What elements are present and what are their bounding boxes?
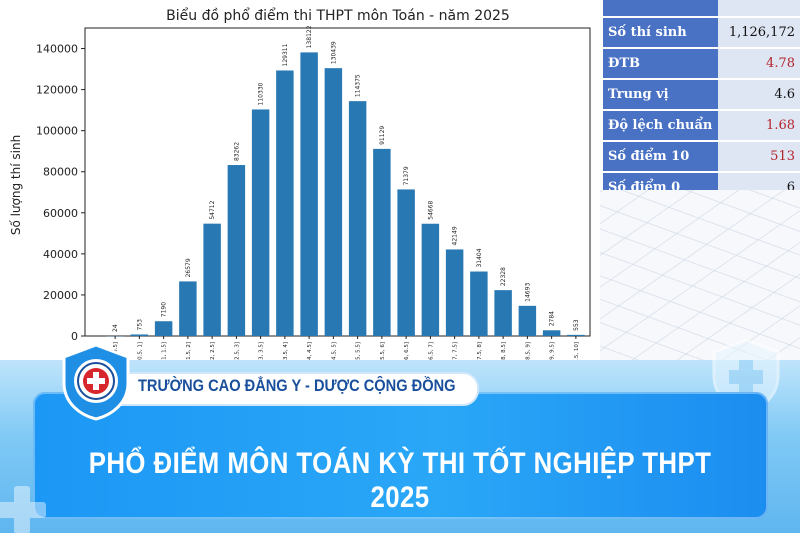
y-tick-label: 60000 bbox=[43, 207, 78, 220]
stats-value: 4.6 bbox=[718, 79, 800, 110]
stats-label: Số điểm 10 bbox=[603, 141, 718, 172]
bar bbox=[519, 306, 536, 336]
bar-value-label: 130439 bbox=[330, 41, 337, 64]
bar-value-label: 129311 bbox=[282, 43, 289, 66]
y-axis-label: Số lượng thí sinh bbox=[9, 135, 23, 235]
bar-value-label: 2784 bbox=[549, 311, 556, 326]
bar-value-label: 14693 bbox=[524, 283, 531, 302]
bar-value-label: 24 bbox=[112, 324, 119, 332]
bar-value-label: 42149 bbox=[452, 226, 459, 245]
bar bbox=[494, 290, 511, 336]
bar-value-label: 31404 bbox=[476, 248, 483, 267]
bar bbox=[397, 189, 414, 336]
stats-header-row bbox=[603, 0, 800, 17]
bar bbox=[567, 335, 584, 336]
school-logo-icon bbox=[60, 343, 132, 421]
bar-value-label: 54712 bbox=[209, 200, 216, 219]
bar bbox=[446, 249, 463, 336]
stats-label: Độ lệch chuẩn bbox=[603, 110, 718, 141]
y-tick-label: 0 bbox=[71, 330, 78, 343]
plus-icon bbox=[0, 480, 52, 540]
bar bbox=[543, 330, 560, 336]
y-tick-label: 100000 bbox=[36, 125, 78, 138]
bar-chart: Biểu đồ phổ điểm thi THPT môn Toán - năm… bbox=[0, 0, 600, 365]
bar bbox=[325, 68, 342, 336]
bar-value-label: 71379 bbox=[403, 166, 410, 185]
y-tick-label: 80000 bbox=[43, 166, 78, 179]
bar-value-label: 753 bbox=[136, 319, 143, 331]
bar bbox=[131, 334, 148, 336]
bar bbox=[155, 321, 172, 336]
bar bbox=[300, 52, 317, 336]
bar-value-label: 114375 bbox=[355, 74, 362, 97]
bar bbox=[422, 224, 439, 336]
y-tick-label: 140000 bbox=[36, 43, 78, 56]
stats-label: Trung vị bbox=[603, 79, 718, 110]
bars-group bbox=[106, 52, 584, 336]
bar-value-label: 54668 bbox=[427, 200, 434, 219]
bar bbox=[203, 224, 220, 336]
y-tick-label: 40000 bbox=[43, 248, 78, 261]
chart-container: Biểu đồ phổ điểm thi THPT môn Toán - năm… bbox=[0, 0, 600, 365]
bar-value-label: 26579 bbox=[185, 258, 192, 277]
bar-value-label: 553 bbox=[573, 319, 580, 331]
bar bbox=[179, 281, 196, 336]
stats-label: Số thí sinh bbox=[603, 17, 718, 48]
bar bbox=[373, 149, 390, 336]
school-name: TRƯỜNG CAO ĐẲNG Y - DƯỢC CỘNG ĐỒNG bbox=[138, 376, 456, 396]
chart-title: Biểu đồ phổ điểm thi THPT môn Toán - năm… bbox=[166, 7, 510, 24]
bar-value-label: 110330 bbox=[258, 82, 265, 105]
y-tick-label: 120000 bbox=[36, 84, 78, 97]
bar-value-label: 22328 bbox=[500, 267, 507, 286]
stats-value: 1,126,172 bbox=[718, 17, 800, 48]
stats-label: ĐTB bbox=[603, 48, 718, 79]
bar-value-label: 138122 bbox=[306, 25, 313, 48]
bar-value-label: 7190 bbox=[161, 302, 168, 317]
stats-value: 4.78 bbox=[718, 48, 800, 79]
bar bbox=[349, 101, 366, 336]
banner-title: PHỔ ĐIỂM MÔN TOÁN KỲ THI TỐT NGHIỆP THPT… bbox=[56, 447, 744, 515]
y-tick-label: 20000 bbox=[43, 289, 78, 302]
bar-value-label: 83262 bbox=[233, 142, 240, 161]
bar bbox=[276, 70, 293, 336]
bar bbox=[252, 109, 269, 336]
stats-value: 1.68 bbox=[718, 110, 800, 141]
bar bbox=[470, 272, 487, 336]
bar bbox=[228, 165, 245, 336]
stats-value: 513 bbox=[718, 141, 800, 172]
bar-value-label: 91129 bbox=[379, 126, 386, 145]
y-axis: 0 20000 40000 60000 80000 100000 120000 140000 bbox=[36, 43, 85, 343]
